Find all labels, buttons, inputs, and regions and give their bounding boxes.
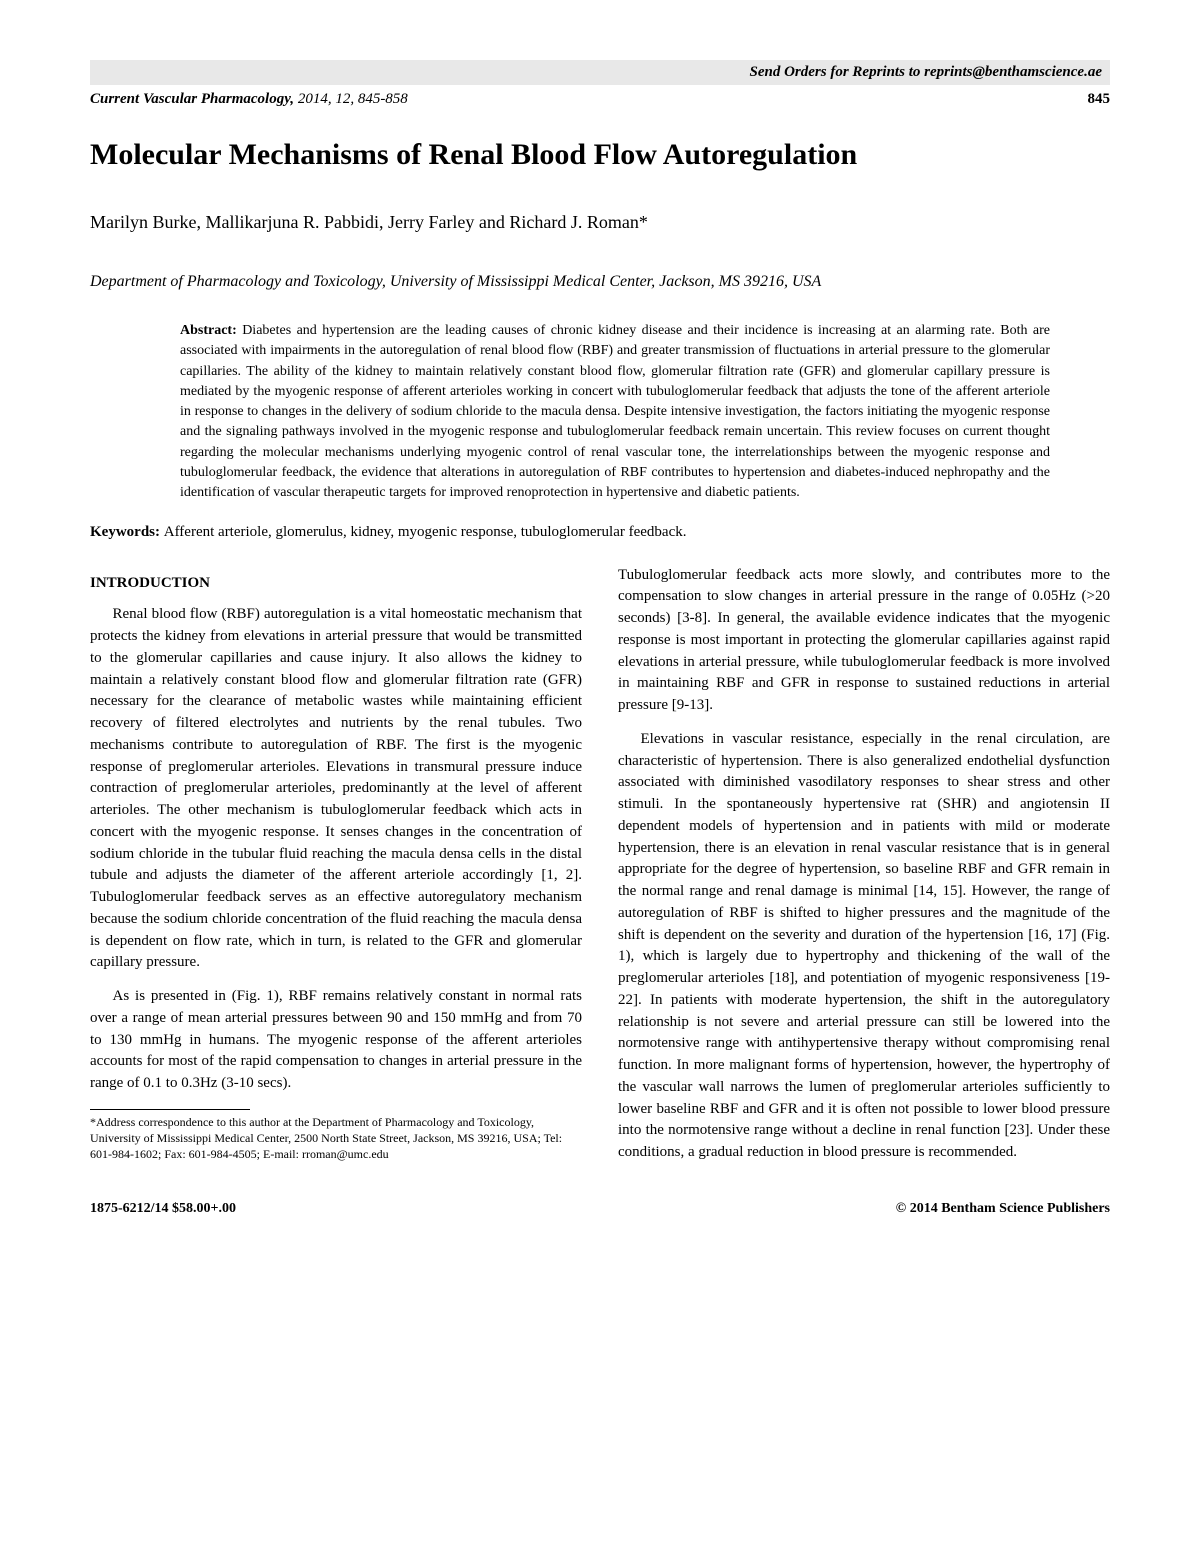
correspondence-footnote: *Address correspondence to this author a… xyxy=(90,1114,582,1163)
footer-issn-price: 1875-6212/14 $58.00+.00 xyxy=(90,1201,236,1217)
page-container: Send Orders for Reprints to reprints@ben… xyxy=(0,0,1200,1257)
section-heading-introduction: INTRODUCTION xyxy=(90,573,582,595)
journal-year-vol: 2014, 12, 845-858 xyxy=(294,91,408,107)
body-columns: INTRODUCTION Renal blood flow (RBF) auto… xyxy=(90,565,1110,1174)
keywords-label: Keywords: xyxy=(90,524,164,540)
body-paragraph: Elevations in vascular resistance, espec… xyxy=(618,729,1110,1164)
keywords-line: Keywords: Afferent arteriole, glomerulus… xyxy=(90,524,1110,541)
body-paragraph: As is presented in (Fig. 1), RBF remains… xyxy=(90,986,582,1095)
journal-citation: Current Vascular Pharmacology, 2014, 12,… xyxy=(90,91,408,108)
abstract-block: Abstract: Diabetes and hypertension are … xyxy=(180,321,1050,504)
journal-name: Current Vascular Pharmacology, xyxy=(90,91,294,107)
abstract-label: Abstract: xyxy=(180,323,242,338)
affiliation: Department of Pharmacology and Toxicolog… xyxy=(90,273,1110,291)
abstract-text: Diabetes and hypertension are the leadin… xyxy=(180,323,1050,500)
article-title: Molecular Mechanisms of Renal Blood Flow… xyxy=(90,138,1110,172)
column-one-block: INTRODUCTION Renal blood flow (RBF) auto… xyxy=(90,573,582,1163)
footnote-divider xyxy=(90,1109,250,1110)
body-paragraph: Renal blood flow (RBF) autoregulation is… xyxy=(90,604,582,974)
reprint-banner: Send Orders for Reprints to reprints@ben… xyxy=(90,60,1110,85)
body-paragraph: Tubuloglomerular feedback acts more slow… xyxy=(618,565,1110,717)
journal-header-line: Current Vascular Pharmacology, 2014, 12,… xyxy=(90,89,1110,128)
page-footer: 1875-6212/14 $58.00+.00 © 2014 Bentham S… xyxy=(90,1201,1110,1217)
author-list: Marilyn Burke, Mallikarjuna R. Pabbidi, … xyxy=(90,212,1110,233)
footer-copyright: © 2014 Bentham Science Publishers xyxy=(896,1201,1110,1217)
keywords-text: Afferent arteriole, glomerulus, kidney, … xyxy=(164,524,687,540)
page-number: 845 xyxy=(1088,91,1111,108)
